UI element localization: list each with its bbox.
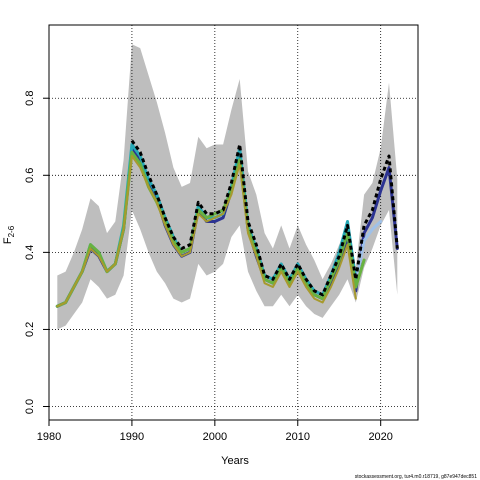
x-tick-label: 2020 — [368, 431, 392, 443]
y-tick-label: 0.0 — [24, 399, 36, 414]
series-layer — [55, 139, 399, 308]
x-axis-label: Years — [221, 455, 249, 467]
y-axis-label: F2-6 — [2, 225, 16, 244]
plot-frame — [48, 24, 419, 421]
y-tick-label: 0.4 — [24, 245, 36, 260]
y-tick-label: 0.2 — [24, 322, 36, 337]
x-tick-label: 1990 — [120, 431, 144, 443]
x-axis-ticks: 1980 1990 2000 2010 2020 — [37, 420, 393, 443]
x-tick-label: 2010 — [286, 431, 310, 443]
series-line-5 — [56, 155, 357, 308]
x-tick-label: 2000 — [203, 431, 227, 443]
y-axis-label-subscript: 2-6 — [7, 225, 16, 237]
confidence-band-layer — [57, 44, 398, 330]
y-tick-label: 0.8 — [24, 91, 36, 106]
y-axis-label-main: F — [2, 237, 14, 244]
series-line-6 — [130, 139, 399, 297]
y-tick-label: 0.6 — [24, 168, 36, 183]
confidence-band — [57, 44, 398, 330]
x-tick-label: 1980 — [37, 431, 61, 443]
footer-credit: stockassessment.org, tur4.m0.r18719, g87… — [355, 474, 478, 480]
y-axis-ticks: 0.0 0.2 0.4 0.6 0.8 — [24, 91, 49, 414]
